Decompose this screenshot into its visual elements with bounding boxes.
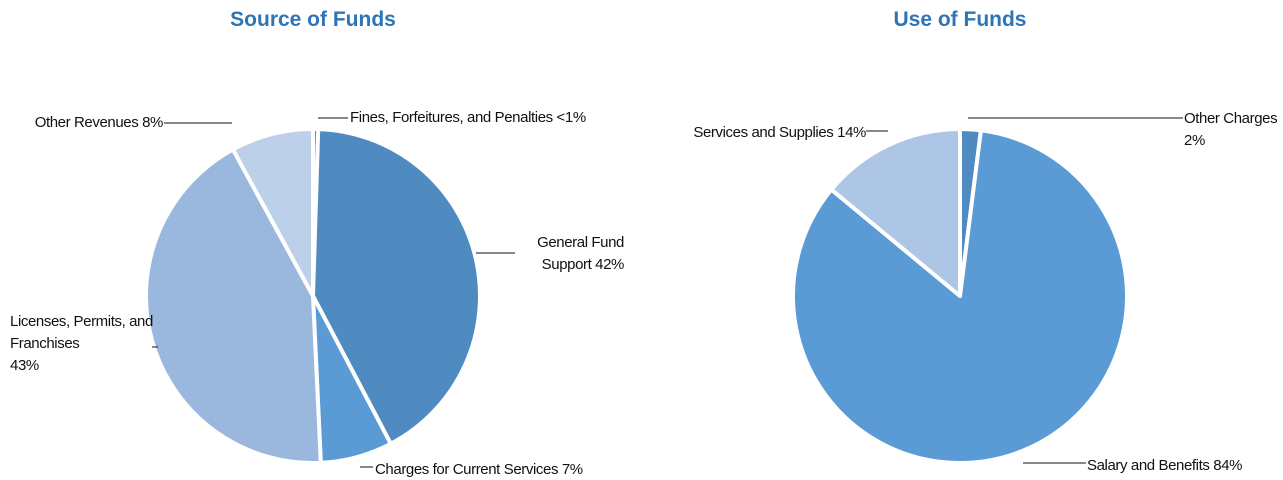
category-name: Services and Supplies (693, 124, 834, 141)
pie-slice (230, 127, 315, 298)
value-label: 42% (595, 256, 624, 273)
category-name: Fines, Forfeitures, and Penalties (350, 109, 553, 126)
value-label: 84% (1213, 457, 1243, 474)
slice-label: Fines, Forfeitures, and Penalties <1% (350, 107, 650, 129)
slice-label: Charges for Current Services 7% (375, 459, 675, 480)
value-label: 7% (561, 461, 583, 478)
slice-label: Licenses, Permits, and Franchises 43% (10, 311, 160, 377)
pie-slice (829, 127, 962, 298)
chart-title: Use of Funds (893, 8, 1027, 31)
category-name: Salary and Benefits (1087, 457, 1210, 474)
value-label: 8% (142, 114, 163, 131)
category-name: Charges for Current Services (375, 461, 559, 478)
slice-label: Other Revenues 8% (0, 112, 164, 134)
category-name: Other Revenues (34, 114, 139, 131)
value-label: 14% (837, 124, 866, 141)
slice-label: General Fund Support 42% (504, 232, 624, 276)
value-label: <1% (556, 109, 587, 126)
category-name: Other Charges (1184, 110, 1278, 127)
category-name: Licenses, Permits, and Franchises (10, 313, 153, 352)
value-label: 2% (1184, 132, 1205, 149)
pie-slice (144, 147, 323, 465)
category-name: General Fund Support (537, 234, 624, 273)
slice-label: Other Charges 2% (1184, 108, 1283, 152)
slice-label: Services and Supplies 14% (646, 122, 866, 144)
slice-label: Salary and Benefits 84% (1087, 455, 1282, 477)
chart-title: Source of Funds (230, 8, 396, 31)
pie-slice (311, 127, 482, 446)
value-label: 43% (10, 357, 39, 374)
